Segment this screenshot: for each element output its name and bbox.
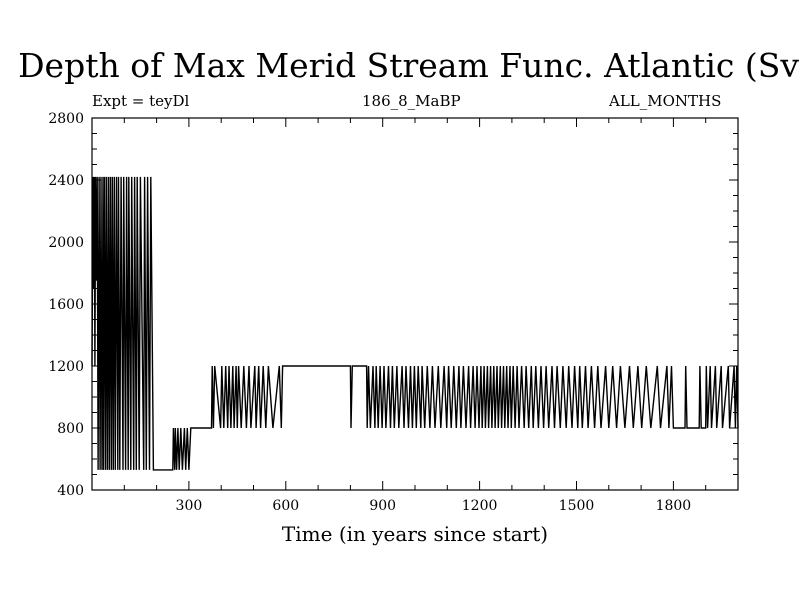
x-tick-label: 600 bbox=[272, 498, 299, 514]
y-tick-label: 2000 bbox=[48, 235, 84, 251]
x-tick-label: 300 bbox=[176, 498, 203, 514]
run-id-label: 186_8_MaBP bbox=[362, 92, 461, 110]
axis-ticks: 300 600 900 1200 1500 1800 400 800 1200 1600 2000 2… bbox=[48, 111, 738, 514]
chart-title: Depth of Max Merid Stream Func. Atlantic… bbox=[18, 46, 800, 85]
x-axis-label: Time (in years since start) bbox=[281, 522, 549, 546]
x-tick-label: 1800 bbox=[656, 498, 692, 514]
x-tick-label: 1200 bbox=[462, 498, 498, 514]
y-tick-label: 2400 bbox=[48, 173, 84, 189]
experiment-label: Expt = teyDl bbox=[92, 92, 190, 110]
months-label: ALL_MONTHS bbox=[609, 92, 722, 110]
x-tick-label: 900 bbox=[369, 498, 396, 514]
x-tick-label: 1500 bbox=[559, 498, 595, 514]
y-tick-label: 800 bbox=[57, 421, 84, 437]
y-tick-label: 400 bbox=[57, 483, 84, 499]
series-group bbox=[91, 176, 739, 471]
y-tick-label: 2800 bbox=[48, 111, 84, 127]
y-tick-label: 1200 bbox=[48, 359, 84, 375]
series-line bbox=[91, 176, 739, 471]
plot-frame bbox=[91, 117, 739, 491]
y-tick-label: 1600 bbox=[48, 297, 84, 313]
